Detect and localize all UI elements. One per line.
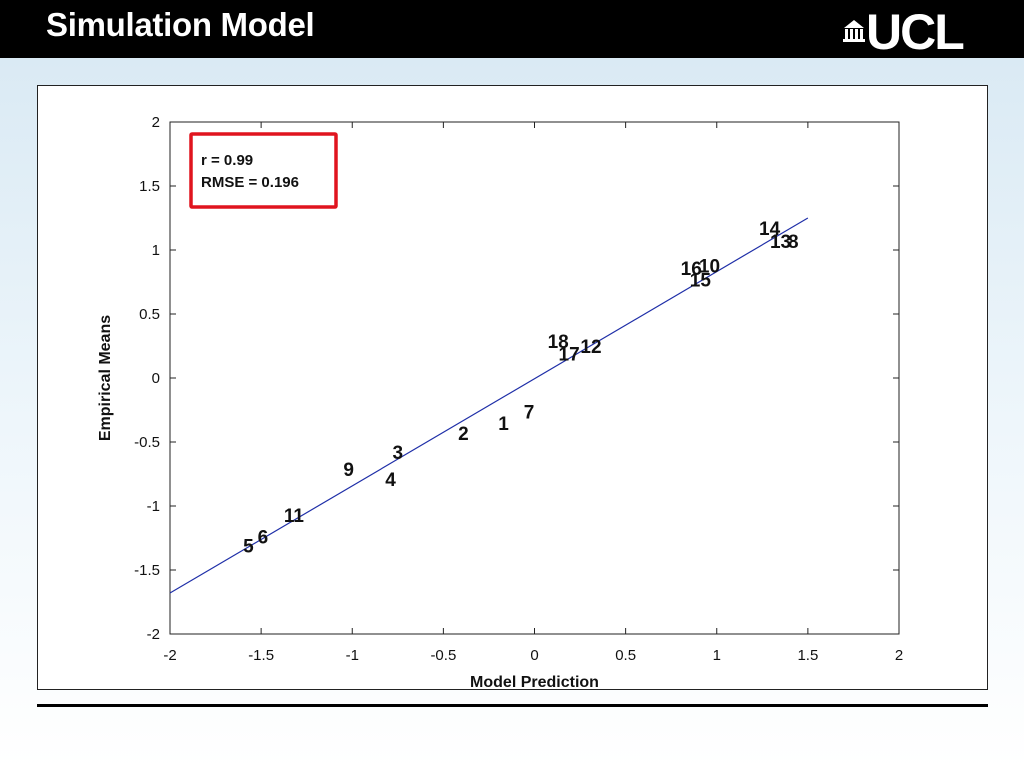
slide-title: Simulation Model <box>46 6 315 43</box>
y-axis-label: Empirical Means <box>97 315 114 441</box>
portico-icon <box>843 20 865 42</box>
point-label-1: 1 <box>498 414 509 435</box>
x-tick-label: -1.5 <box>248 647 274 664</box>
point-label-8: 8 <box>788 232 799 253</box>
y-tick-label: -1 <box>147 498 160 515</box>
y-tick-label: 1.5 <box>139 178 160 195</box>
x-tick-label: 0 <box>530 647 538 664</box>
y-tick-label: 0.5 <box>139 306 160 323</box>
x-tick-label: 1 <box>713 647 721 664</box>
point-label-16: 16 <box>681 259 702 280</box>
fit-line <box>169 217 809 594</box>
stats-box <box>189 132 338 209</box>
point-label-2: 2 <box>458 424 469 445</box>
point-label-12: 12 <box>580 337 601 358</box>
x-tick-label: -2 <box>163 647 176 664</box>
point-label-14: 14 <box>759 219 781 240</box>
x-tick-label: -0.5 <box>430 647 456 664</box>
x-tick-label: 2 <box>895 647 903 664</box>
point-label-17: 17 <box>559 345 580 366</box>
stat-rmse: RMSE = 0.196 <box>201 174 299 191</box>
point-label-15: 15 <box>690 270 712 291</box>
point-label-6: 6 <box>258 528 269 549</box>
x-tick-label: -1 <box>346 647 359 664</box>
x-axis-label: Model Prediction <box>470 674 599 691</box>
point-label-9: 9 <box>343 460 354 481</box>
point-label-18: 18 <box>548 332 569 353</box>
point-label-5: 5 <box>243 537 254 558</box>
ucl-logo: UCL <box>842 4 992 60</box>
y-tick-label: 2 <box>152 114 160 131</box>
x-tick-label: 1.5 <box>797 647 818 664</box>
axis-ticks: -2 -1.5 -1 -0.5 0 0.5 1 1.5 2 2 1.5 1 0.5 0 -0.5 -1 -1.5… <box>134 114 903 664</box>
scatter-chart: -2 -1.5 -1 -0.5 0 0.5 1 1.5 2 2 1.5 1 0.5 0 -0.5 -1 -1.5… <box>97 114 903 691</box>
stat-r: r = 0.99 <box>201 152 253 169</box>
point-label-11: 11 <box>284 506 305 527</box>
point-label-10: 10 <box>699 256 720 277</box>
point-label-3: 3 <box>393 443 404 464</box>
chart-frame: -2 -1.5 -1 -0.5 0 0.5 1 1.5 2 2 1.5 1 0.5 0 -0.5 -1 -1.5… <box>37 85 988 691</box>
point-label-4: 4 <box>385 470 396 491</box>
ucl-logo-text: UCL <box>866 4 965 60</box>
y-tick-label: -2 <box>147 626 160 643</box>
y-tick-label: 0 <box>152 370 160 387</box>
x-tick-label: 0.5 <box>615 647 636 664</box>
point-label-13: 13 <box>770 232 791 253</box>
y-tick-label: -0.5 <box>134 434 160 451</box>
title-bar: Simulation Model UCL <box>0 0 1024 60</box>
y-tick-label: 1 <box>152 242 160 259</box>
bottom-rule <box>37 704 988 707</box>
point-label-7: 7 <box>524 402 535 423</box>
y-tick-label: -1.5 <box>134 562 160 579</box>
